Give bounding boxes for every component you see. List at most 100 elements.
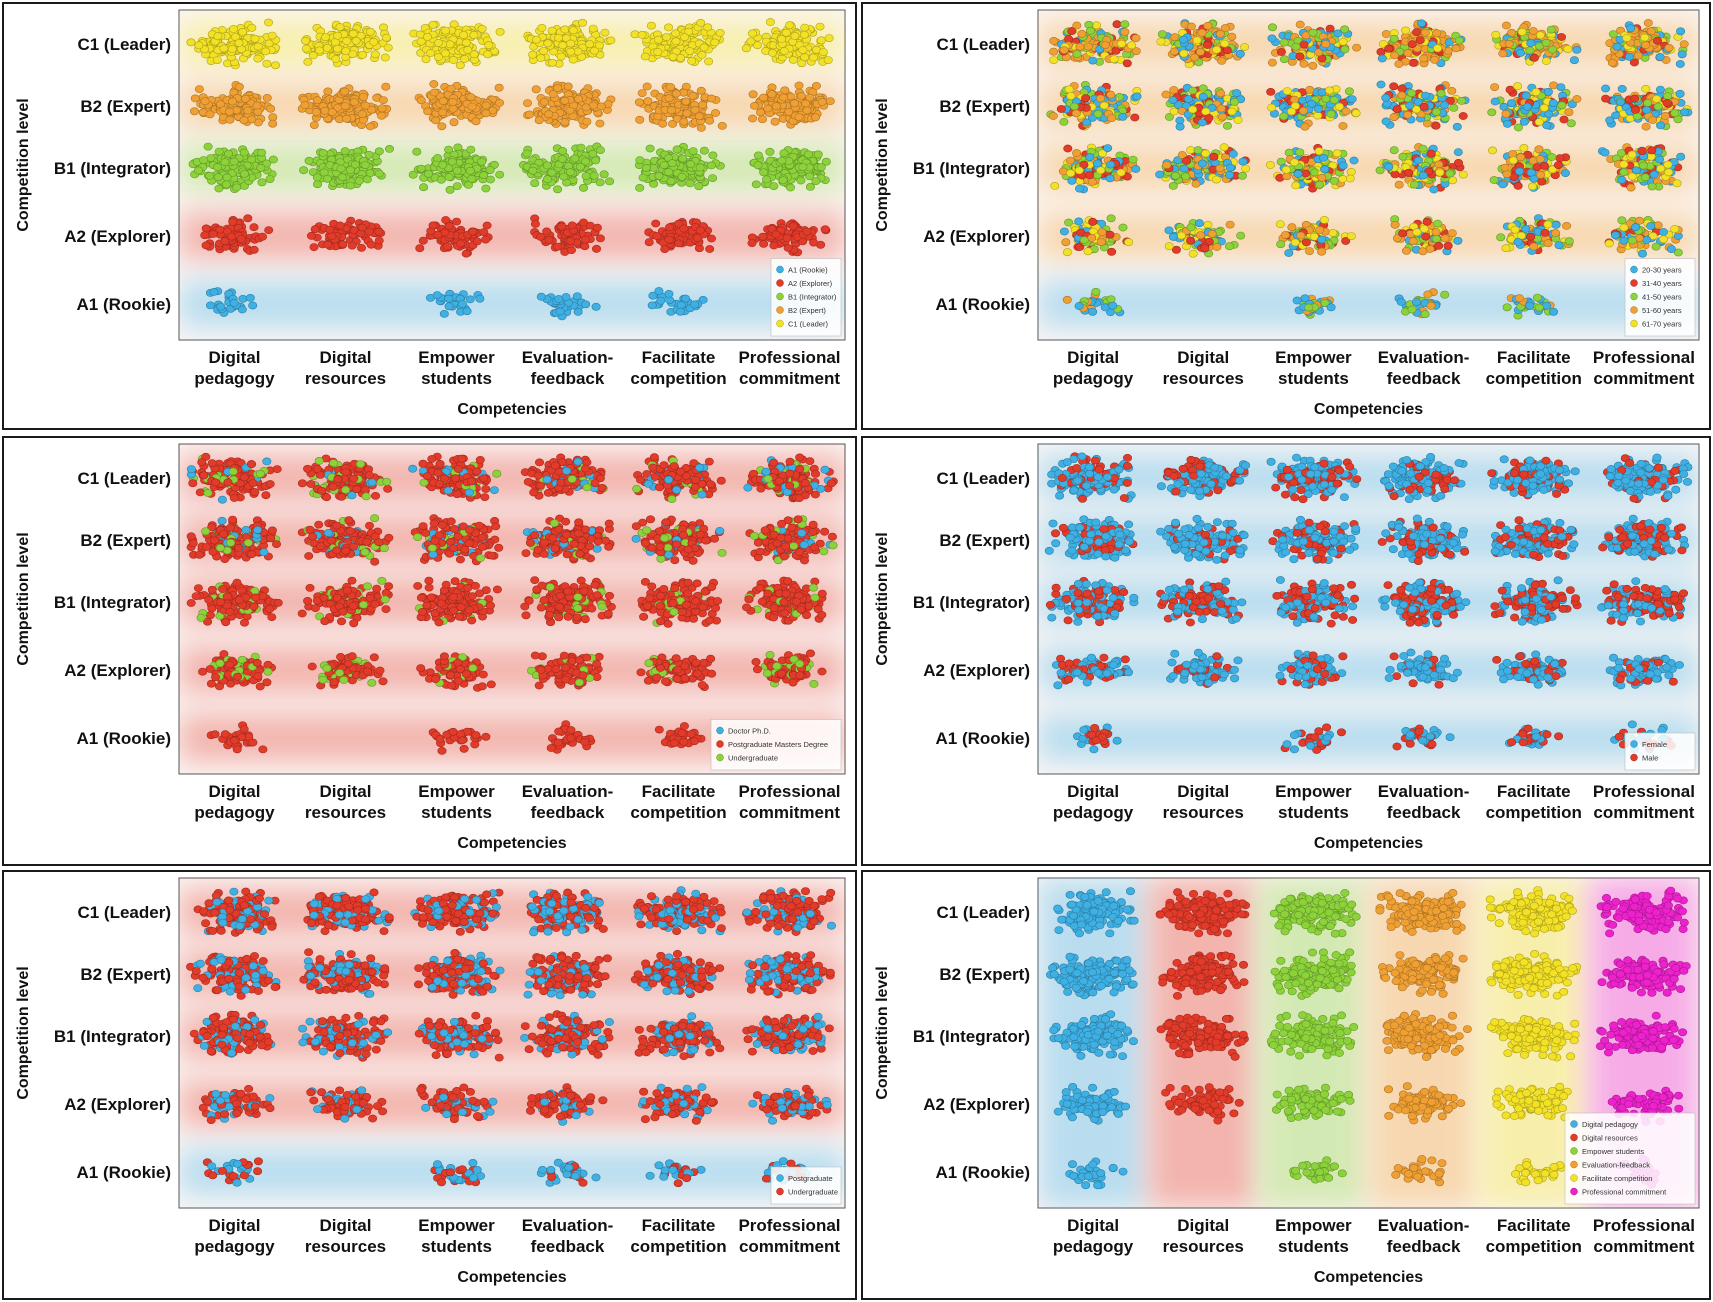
data-point xyxy=(1548,99,1558,107)
data-point xyxy=(758,93,768,102)
data-point xyxy=(757,115,767,124)
chart-svg: C1 (Leader)B2 (Expert)B1 (Integrator)A2 … xyxy=(15,9,846,418)
data-point xyxy=(1279,38,1289,47)
data-point xyxy=(467,102,477,111)
data-point xyxy=(249,223,259,232)
data-point xyxy=(447,157,457,166)
data-point xyxy=(1074,166,1084,175)
data-point xyxy=(224,149,234,158)
data-point xyxy=(1120,20,1130,29)
data-point xyxy=(805,93,815,102)
data-point xyxy=(1389,51,1399,60)
data-point xyxy=(677,172,687,181)
data-point xyxy=(264,226,274,234)
data-point xyxy=(665,223,675,232)
data-point xyxy=(1063,144,1073,153)
data-point xyxy=(664,168,674,176)
data-point xyxy=(263,18,273,27)
data-point xyxy=(635,156,645,164)
data-point xyxy=(333,31,343,40)
data-point xyxy=(206,301,216,310)
data-point xyxy=(1279,112,1289,121)
legend-label: A1 (Rookie) xyxy=(788,266,828,275)
data-point xyxy=(809,238,819,247)
data-point xyxy=(592,223,602,232)
data-point xyxy=(245,293,255,302)
data-point xyxy=(1529,53,1539,62)
data-point xyxy=(663,23,673,32)
data-point xyxy=(1092,21,1102,30)
data-point xyxy=(1352,43,1362,52)
data-point xyxy=(1525,46,1535,55)
data-point xyxy=(1556,33,1566,41)
data-point xyxy=(452,182,462,190)
data-point xyxy=(444,294,454,303)
data-point xyxy=(1454,36,1464,45)
data-point xyxy=(1338,122,1348,130)
data-point xyxy=(232,183,242,192)
data-point xyxy=(530,220,540,228)
data-point xyxy=(747,29,757,38)
data-point xyxy=(1100,41,1110,49)
data-point xyxy=(591,244,601,253)
data-point xyxy=(1305,85,1315,94)
data-point xyxy=(637,30,647,39)
data-point xyxy=(1546,25,1556,34)
data-point xyxy=(1502,120,1512,128)
data-point xyxy=(816,163,826,172)
data-point xyxy=(200,97,210,106)
data-point xyxy=(759,239,769,248)
data-point xyxy=(802,106,812,115)
points-layer xyxy=(186,18,835,321)
data-point xyxy=(675,307,685,316)
data-point xyxy=(1049,37,1059,45)
data-point xyxy=(214,147,224,156)
data-point xyxy=(1235,49,1245,58)
data-point xyxy=(566,47,576,56)
scatter-panel-1: C1 (Leader) B2 (Expert) B1 (Integrator) A2 … xyxy=(2,2,857,430)
data-point xyxy=(763,104,773,113)
data-point xyxy=(717,122,727,130)
data-point xyxy=(209,287,219,296)
data-point xyxy=(706,161,716,170)
data-point xyxy=(769,182,779,190)
data-point xyxy=(422,33,432,41)
legend-swatch xyxy=(776,279,784,287)
data-point xyxy=(1381,117,1391,126)
data-point xyxy=(1122,59,1132,68)
data-point xyxy=(1420,91,1430,100)
data-point xyxy=(1188,86,1198,95)
data-point xyxy=(536,54,546,62)
data-point xyxy=(696,86,706,95)
data-point xyxy=(438,108,448,117)
data-point xyxy=(455,239,465,248)
data-point xyxy=(645,144,655,153)
data-point xyxy=(439,309,449,318)
data-point xyxy=(1188,105,1198,114)
data-point xyxy=(747,239,757,247)
data-point xyxy=(335,23,345,31)
data-point xyxy=(1333,29,1343,38)
y-tick-label: C1 (Leader) xyxy=(77,35,171,54)
data-point xyxy=(1419,54,1429,63)
data-point xyxy=(252,101,262,110)
data-point xyxy=(366,240,376,249)
data-point xyxy=(1219,143,1229,152)
data-point xyxy=(247,23,257,32)
y-tick-label: A2 (Explorer) xyxy=(64,227,171,246)
data-point xyxy=(563,82,573,91)
data-point xyxy=(654,171,664,180)
data-point xyxy=(537,23,547,32)
data-point xyxy=(243,214,253,223)
legend-label: C1 (Leader) xyxy=(788,320,829,329)
data-point xyxy=(342,114,352,123)
data-point xyxy=(1487,108,1497,117)
data-point xyxy=(1652,95,1662,103)
data-point xyxy=(1106,160,1116,169)
data-point xyxy=(794,113,804,121)
data-point xyxy=(262,94,272,102)
y-tick-label: B1 (Integrator) xyxy=(54,159,171,178)
data-point xyxy=(338,240,348,249)
data-point xyxy=(644,238,654,247)
data-point xyxy=(200,231,210,240)
